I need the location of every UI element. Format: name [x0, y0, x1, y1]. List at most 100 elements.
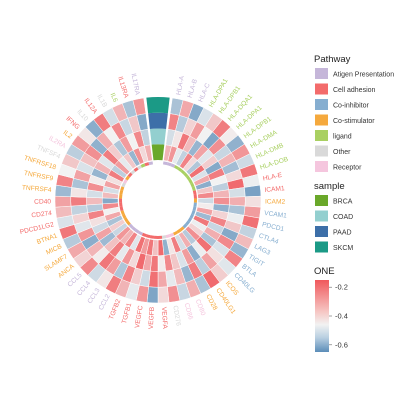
pathway-track-cell — [120, 186, 125, 192]
pathway-track-cell — [165, 234, 171, 239]
pathway-track-cell — [163, 161, 168, 166]
pathway-track-cell — [193, 202, 197, 207]
legend-label: Receptor — [333, 165, 362, 172]
legend-swatch — [315, 99, 328, 110]
legend-sample-items: BRCA COAD PAAD SKCM — [315, 195, 353, 253]
pathway-track-cell — [133, 167, 139, 172]
legend-swatch — [315, 241, 328, 253]
gene-label: TGFB2 — [108, 298, 122, 321]
gene-label: CD28 — [204, 293, 218, 311]
heatmap-cell — [86, 197, 103, 206]
gene-label: CD80 — [194, 298, 207, 317]
pathway-track-cell — [137, 165, 142, 170]
pathway-track-cell — [138, 230, 144, 236]
pathway-track-cell — [188, 178, 193, 184]
legend-swatch — [315, 161, 328, 172]
pathway-track-cell — [185, 220, 191, 226]
gene-label: TNFRSF4 — [22, 184, 53, 194]
legend-label: COAD — [333, 214, 353, 221]
legend-pathway-title: Pathway — [314, 54, 351, 65]
pathway-track-cell — [158, 235, 163, 240]
pathway-track-cell — [192, 206, 197, 211]
pathway-track-cell — [172, 230, 178, 236]
pathway-track-cell — [149, 235, 155, 239]
legend-swatch — [315, 145, 328, 157]
gene-label: VEGFB — [148, 306, 156, 329]
annotation-tracks — [119, 96, 197, 240]
legend-pathway-items: Atigen Presentation Cell adhesion Co-inhib… — [315, 68, 394, 172]
legend-label: ligand — [333, 134, 352, 141]
pathway-track-cell — [130, 169, 136, 175]
colorbar-tick-label: -0.2 — [335, 283, 348, 292]
gene-label: CD276 — [171, 305, 181, 327]
pathway-track-cell — [127, 172, 133, 178]
gene-label: IL2RA — [47, 135, 67, 150]
gene-label: HLA-A — [175, 75, 186, 96]
colorbar-tick-label: -0.4 — [335, 312, 348, 321]
pathway-track-cell — [134, 228, 140, 234]
gene-label: VEGFA — [160, 307, 168, 330]
pathway-track-cell — [170, 163, 176, 168]
legend-label: Co-inhibitor — [333, 103, 369, 110]
pathway-track-cell — [161, 235, 167, 239]
pathway-track-cell — [119, 194, 123, 199]
sample-track-cell — [148, 112, 168, 129]
legend-swatch — [315, 114, 328, 126]
gene-label: LAG3 — [253, 243, 272, 257]
heatmap-cells — [54, 97, 262, 304]
legend-label: Atigen Presentation — [333, 72, 394, 79]
pathway-track-cell — [123, 217, 129, 223]
heatmap-cell — [102, 197, 119, 205]
pathway-track-cell — [153, 235, 158, 240]
heatmap-cell — [157, 286, 170, 304]
heatmap-cell — [229, 196, 246, 207]
gene-label: HLA-B — [187, 78, 200, 99]
gene-label: HLA-C — [197, 82, 211, 103]
heatmap-cell — [244, 195, 262, 208]
pathway-track-cell — [176, 228, 182, 234]
pathway-track-cell — [193, 198, 197, 203]
heatmap-cell — [70, 196, 87, 207]
pathway-track-cell — [187, 217, 193, 223]
pathway-track-cell — [185, 175, 191, 181]
heatmap-cell — [244, 184, 262, 197]
gene-label: CTLA4 — [258, 232, 280, 246]
legend-label: Co-stimulator — [333, 118, 375, 125]
pathway-track-cell — [177, 167, 183, 172]
pathway-track-cell — [193, 194, 197, 199]
colorbar-tick-label: -0.6 — [335, 340, 348, 349]
pathway-track-cell — [121, 213, 127, 219]
pathway-track-cell — [191, 186, 196, 192]
gene-label: IL1B — [95, 93, 108, 109]
gene-label: IL17RA — [130, 73, 141, 97]
pathway-track-cell — [119, 198, 123, 203]
gene-label: CD86 — [183, 302, 194, 320]
legend-swatch — [315, 83, 328, 95]
gene-label: TNFRSF9 — [23, 170, 54, 183]
pathway-track-cell — [125, 220, 131, 226]
pathway-track-cell — [174, 165, 179, 170]
gene-label: IL10 — [75, 108, 89, 122]
legend-swatch — [315, 195, 328, 206]
pathway-track-cell — [169, 232, 175, 237]
gene-label: IL2 — [62, 129, 74, 140]
legend-label: SKCM — [333, 245, 353, 252]
pathway-track-cell — [191, 210, 196, 215]
pathway-track-cell — [141, 232, 147, 237]
colorbar-title: ONE — [314, 266, 335, 277]
gene-label: HLA-E — [262, 172, 283, 183]
colorbar-ticks: -0.2 -0.4 -0.6 — [329, 283, 348, 349]
pathway-track-cell — [182, 223, 188, 229]
colorbar — [315, 280, 329, 352]
legend-label: PAAD — [333, 230, 352, 237]
gene-label: BTNA1 — [36, 232, 59, 246]
pathway-track-cell — [120, 210, 125, 215]
gene-label: ICAM2 — [265, 198, 286, 205]
gene-label: MICB — [45, 243, 63, 257]
pathway-track-cell — [123, 178, 128, 184]
pathway-track-cell — [119, 206, 124, 211]
pathway-track-cell — [128, 223, 134, 229]
pathway-track-cell — [125, 175, 131, 181]
gene-label: ICAM1 — [264, 185, 285, 194]
